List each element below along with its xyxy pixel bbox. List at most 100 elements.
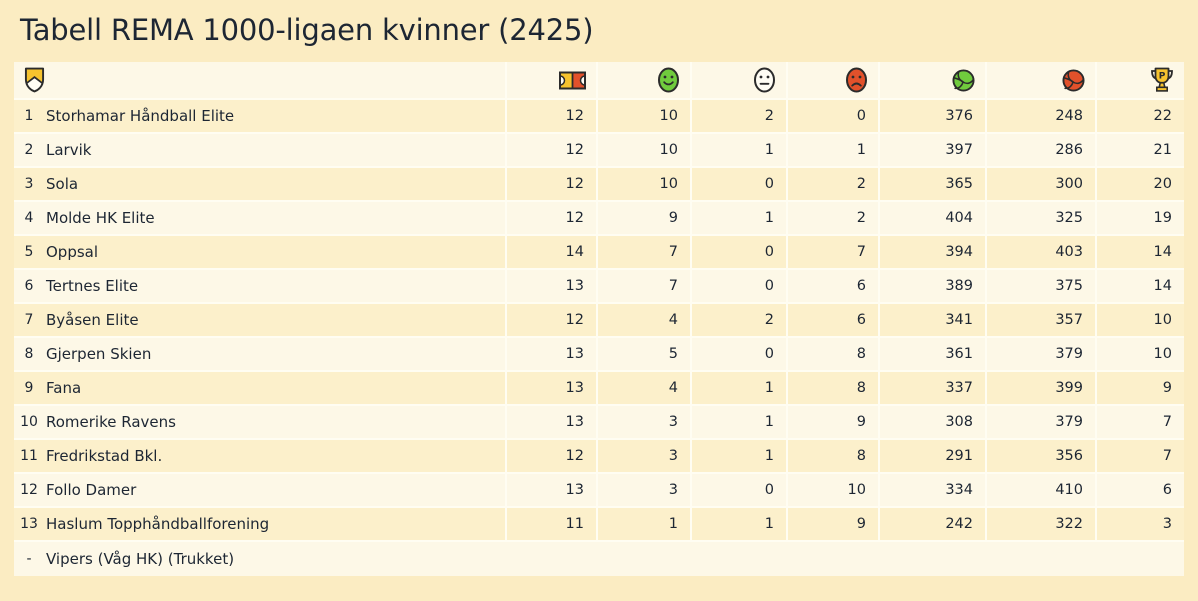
wins-cell: 4 [596,372,690,404]
trophy-letter: P [1159,72,1166,82]
header-club-column [14,62,505,98]
wins-cell: 5 [596,338,690,370]
draws-cell: 2 [690,304,786,336]
goals-against-cell: 322 [985,508,1095,540]
goals-for-cell: 397 [878,134,985,166]
league-table: P 1 Storhamar Håndball Elite 12 10 2 0 3… [14,62,1184,576]
draws-cell: 1 [690,440,786,472]
points-cell: 6 [1095,474,1184,506]
goals-against-cell: 286 [985,134,1095,166]
goals-against-cell: 300 [985,168,1095,200]
team-name-cell: Storhamar Håndball Elite [46,107,235,125]
withdrawn-team-row: - Vipers (Våg HK) (Trukket) [14,542,1184,576]
played-cell: 13 [505,338,596,370]
points-cell: 7 [1095,406,1184,438]
played-cell: 12 [505,100,596,132]
position-cell: 8 [24,346,34,362]
position-cell: 4 [24,210,34,226]
played-cell: 12 [505,440,596,472]
goals-for-cell: 361 [878,338,985,370]
team-name-cell: Haslum Topphåndballforening [46,515,270,533]
club-shield-icon [24,67,45,93]
losses-cell: 9 [786,508,878,540]
green-happy-face-icon [657,67,680,93]
table-row: 1 Storhamar Håndball Elite 12 10 2 0 376… [14,100,1184,134]
losses-cell: 8 [786,338,878,370]
losses-cell: 9 [786,406,878,438]
draws-cell: 1 [690,372,786,404]
played-cell: 12 [505,202,596,234]
points-cell: 19 [1095,202,1184,234]
table-row: 7 Byåsen Elite 12 4 2 6 341 357 10 [14,304,1184,338]
position-cell: 12 [20,482,38,498]
table-row: 13 Haslum Topphåndballforening 11 1 1 9 … [14,508,1184,542]
goals-against-cell: 325 [985,202,1095,234]
wins-cell: 4 [596,304,690,336]
draws-cell: 0 [690,168,786,200]
table-body: 1 Storhamar Håndball Elite 12 10 2 0 376… [14,100,1184,542]
goals-for-cell: 365 [878,168,985,200]
losses-cell: 10 [786,474,878,506]
red-sad-face-icon [845,67,868,93]
goals-for-cell: 394 [878,236,985,268]
points-cell: 21 [1095,134,1184,166]
wins-cell: 9 [596,202,690,234]
neutral-face-icon [753,67,776,93]
table-header-row: P [14,62,1184,100]
header-goals-against-column [985,62,1095,98]
draws-cell: 0 [690,270,786,302]
team-name-cell: Fredrikstad Bkl. [46,447,163,465]
losses-cell: 0 [786,100,878,132]
header-losses-column [786,62,878,98]
page-title: Tabell REMA 1000-ligaen kvinner (2425) [20,13,594,47]
wins-cell: 7 [596,236,690,268]
table-row: 9 Fana 13 4 1 8 337 399 9 [14,372,1184,406]
played-cell: 13 [505,474,596,506]
team-name-cell: Romerike Ravens [46,413,176,431]
points-trophy-icon: P [1150,67,1174,93]
table-row: 3 Sola 12 10 0 2 365 300 20 [14,168,1184,202]
draws-cell: 0 [690,236,786,268]
table-row: 8 Gjerpen Skien 13 5 0 8 361 379 10 [14,338,1184,372]
team-name-cell: Molde HK Elite [46,209,155,227]
points-cell: 10 [1095,338,1184,370]
goals-against-cell: 356 [985,440,1095,472]
losses-cell: 2 [786,202,878,234]
table-row: 6 Tertnes Elite 13 7 0 6 389 375 14 [14,270,1184,304]
wins-cell: 1 [596,508,690,540]
goals-against-cell: 399 [985,372,1095,404]
wins-cell: 7 [596,270,690,302]
header-wins-column [596,62,690,98]
played-cell: 14 [505,236,596,268]
goals-for-cell: 341 [878,304,985,336]
header-points-column: P [1095,62,1184,98]
played-cell: 11 [505,508,596,540]
withdrawn-pos: - [26,551,32,567]
goals-for-cell: 334 [878,474,985,506]
goals-for-cell: 389 [878,270,985,302]
losses-cell: 6 [786,270,878,302]
position-cell: 11 [20,448,38,464]
team-name-cell: Fana [46,379,82,397]
team-name-cell: Byåsen Elite [46,311,139,329]
goals-against-cell: 410 [985,474,1095,506]
goals-against-cell: 375 [985,270,1095,302]
table-row: 10 Romerike Ravens 13 3 1 9 308 379 7 [14,406,1184,440]
goals-for-cell: 291 [878,440,985,472]
team-name-cell: Oppsal [46,243,99,261]
points-cell: 9 [1095,372,1184,404]
points-cell: 14 [1095,236,1184,268]
header-goals-for-column [878,62,985,98]
wins-cell: 10 [596,134,690,166]
header-played-column [505,62,596,98]
withdrawn-team-name: Vipers (Våg HK) (Trukket) [46,550,235,568]
draws-cell: 1 [690,202,786,234]
goals-against-cell: 379 [985,338,1095,370]
draws-cell: 1 [690,134,786,166]
played-cell: 13 [505,270,596,302]
green-handball-icon [952,68,975,92]
position-cell: 13 [20,516,38,532]
played-cell: 12 [505,168,596,200]
draws-cell: 2 [690,100,786,132]
goals-for-cell: 337 [878,372,985,404]
